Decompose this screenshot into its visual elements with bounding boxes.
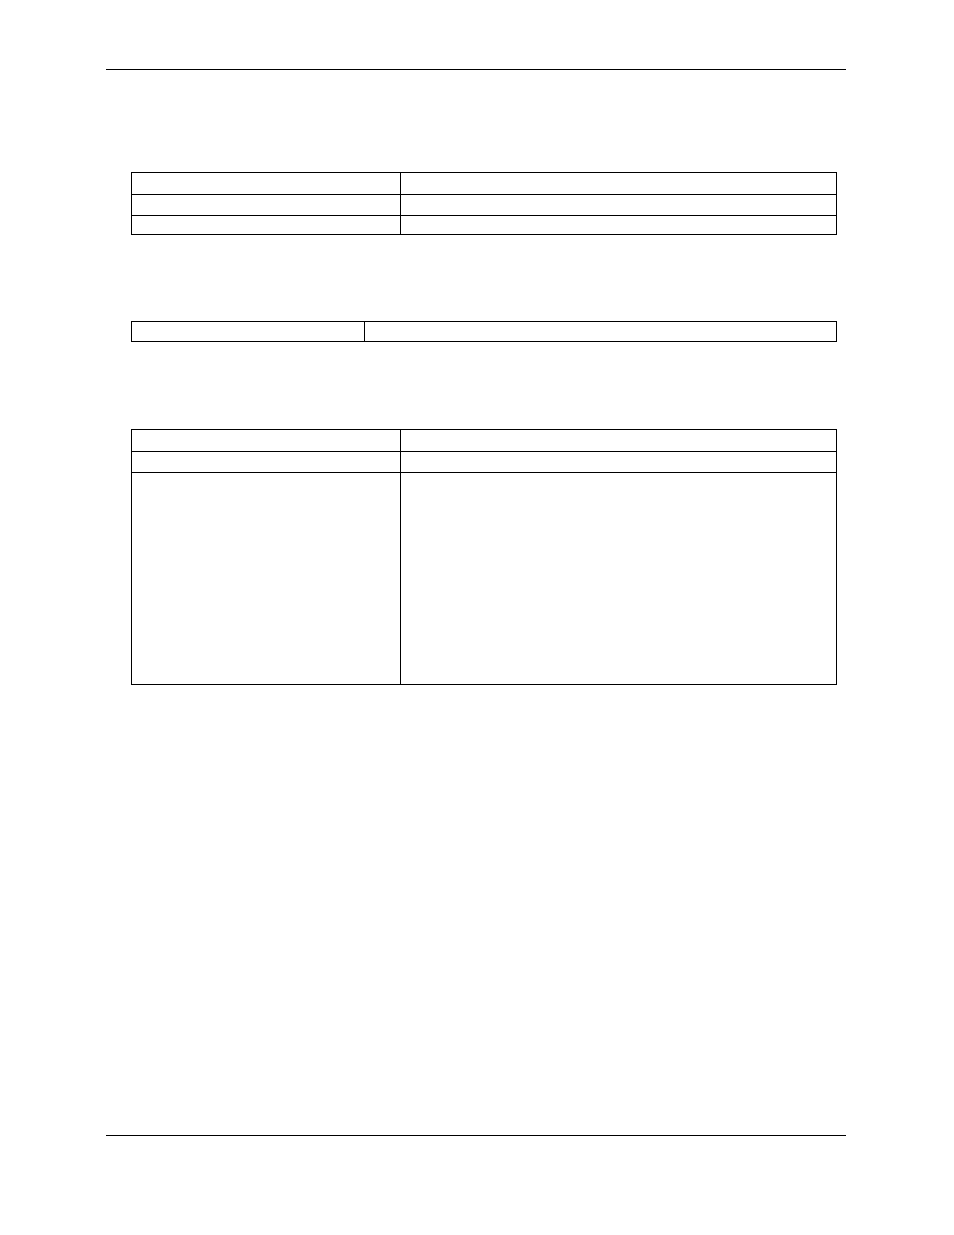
document-page [0,0,954,1235]
table-row-divider [132,472,836,473]
table-column-divider [364,322,365,341]
table-column-divider [400,173,401,234]
top-horizontal-rule [106,69,846,70]
table-1 [131,172,837,235]
table-2 [131,321,837,342]
table-row-divider [132,194,836,195]
table-3 [131,429,837,685]
table-row-divider [132,215,836,216]
table-row-divider [132,451,836,452]
bottom-horizontal-rule [106,1135,846,1136]
table-column-divider [400,430,401,684]
